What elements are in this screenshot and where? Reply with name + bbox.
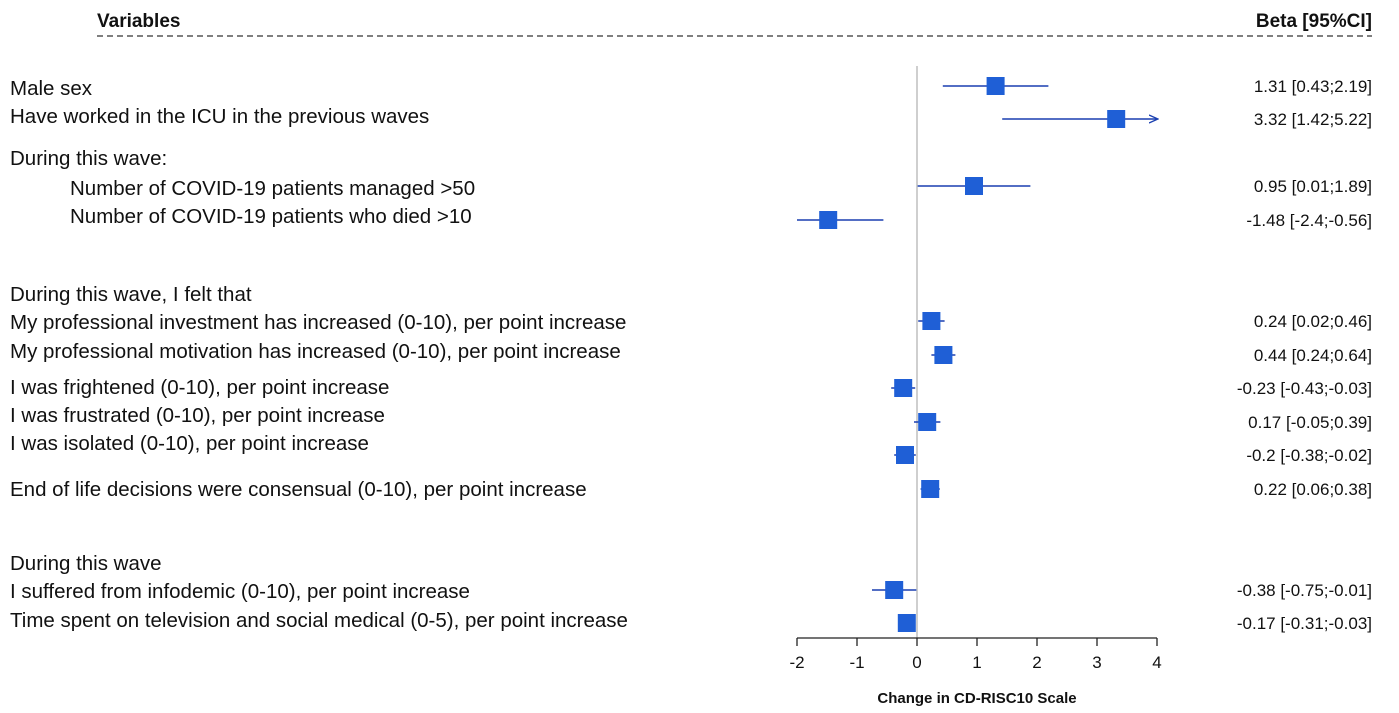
- beta-ci-value: 1.31 [0.43;2.19]: [1254, 77, 1372, 96]
- estimate-marker: [986, 77, 1005, 95]
- beta-ci-value: -0.38 [-0.75;-0.01]: [1237, 581, 1372, 600]
- beta-ci-value: 0.95 [0.01;1.89]: [1254, 177, 1372, 196]
- beta-ci-value: -0.17 [-0.31;-0.03]: [1237, 614, 1372, 633]
- row-label: Number of COVID-19 patients managed >50: [70, 177, 475, 200]
- row-label: Number of COVID-19 patients who died >10: [70, 205, 472, 228]
- row-label: I was frightened (0-10), per point incre…: [10, 376, 389, 399]
- beta-ci-value: 0.17 [-0.05;0.39]: [1248, 413, 1372, 432]
- beta-ci-value: 0.22 [0.06;0.38]: [1254, 480, 1372, 499]
- estimate-marker: [885, 581, 904, 599]
- x-tick-label: -1: [849, 653, 864, 672]
- forest-rows: Male sex 1.31 [0.43;2.19] Have worked in t…: [10, 66, 1372, 638]
- row-label: My professional investment has increased…: [10, 311, 626, 334]
- row-label: My professional motivation has increased…: [10, 340, 621, 363]
- group-heading: During this wave: [10, 552, 162, 575]
- x-tick-label: 4: [1152, 653, 1161, 672]
- estimate-marker: [934, 346, 953, 364]
- beta-ci-value: 3.32 [1.42;5.22]: [1254, 110, 1372, 129]
- header-variables: Variables: [97, 11, 180, 32]
- estimate-marker: [921, 480, 940, 498]
- group-heading: During this wave, I felt that: [10, 283, 252, 306]
- x-tick-label: 1: [972, 653, 981, 672]
- estimate-marker: [819, 211, 838, 229]
- header-beta-ci: Beta [95%CI]: [1256, 11, 1372, 32]
- beta-ci-value: 0.24 [0.02;0.46]: [1254, 312, 1372, 331]
- group-heading: During this wave:: [10, 147, 167, 170]
- row-label: Have worked in the ICU in the previous w…: [10, 105, 429, 128]
- estimate-marker: [897, 614, 916, 632]
- estimate-marker: [918, 413, 937, 431]
- row-label: I suffered from infodemic (0-10), per po…: [10, 580, 470, 603]
- row-label: Male sex: [10, 77, 93, 100]
- row-label: Time spent on television and social medi…: [10, 609, 628, 632]
- estimate-marker: [922, 312, 941, 330]
- row-label: End of life decisions were consensual (0…: [10, 478, 587, 501]
- x-tick-label: 2: [1032, 653, 1041, 672]
- beta-ci-value: -1.48 [-2.4;-0.56]: [1246, 211, 1372, 230]
- estimate-marker: [894, 379, 913, 397]
- estimate-marker: [896, 446, 914, 464]
- estimate-marker: [1107, 110, 1126, 128]
- x-tick-label: 0: [912, 653, 921, 672]
- x-tick-label: -2: [789, 653, 804, 672]
- row-label: I was frustrated (0-10), per point incre…: [10, 404, 385, 427]
- beta-ci-value: -0.23 [-0.43;-0.03]: [1237, 379, 1372, 398]
- row-label: I was isolated (0-10), per point increas…: [10, 432, 369, 455]
- x-axis: -2 -1 0 1 2 3 4 Change in CD-RISC10 Scale: [789, 637, 1162, 707]
- estimate-marker: [965, 177, 983, 195]
- x-axis-title: Change in CD-RISC10 Scale: [877, 690, 1076, 707]
- beta-ci-value: -0.2 [-0.38;-0.02]: [1246, 446, 1372, 465]
- beta-ci-value: 0.44 [0.24;0.64]: [1254, 346, 1372, 365]
- x-tick-label: 3: [1092, 653, 1101, 672]
